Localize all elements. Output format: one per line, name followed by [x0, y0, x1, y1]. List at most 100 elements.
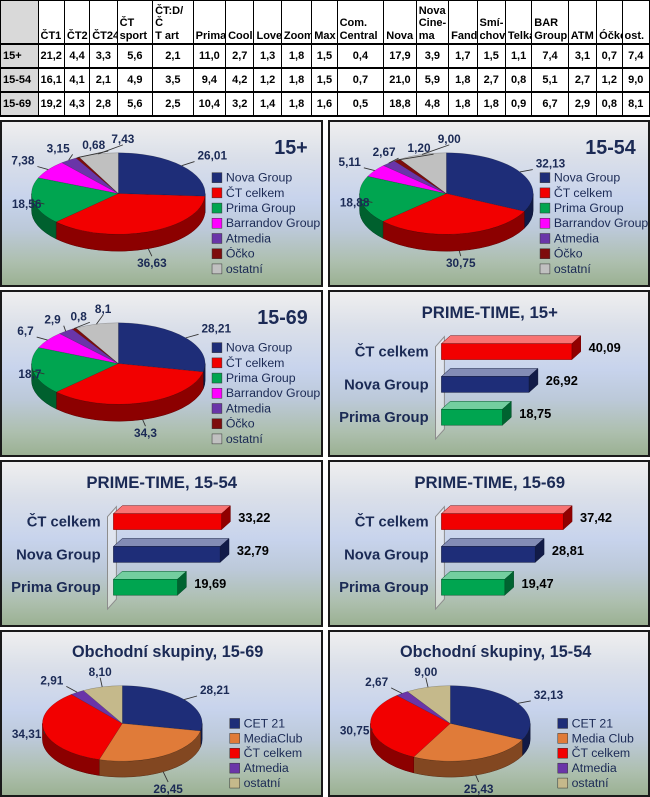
table-cell: 0,7 [597, 44, 622, 68]
column-header: BAR Group [532, 1, 569, 45]
table-cell: 2,7 [226, 44, 254, 68]
legend-label: Atmedia [244, 761, 289, 775]
table-cell: 2,1 [90, 68, 117, 92]
legend-label: ČT celkem [226, 185, 285, 200]
table-cell: 4,1 [64, 68, 89, 92]
table-cell: 10,4 [193, 92, 225, 116]
table-cell: 16,1 [38, 68, 64, 92]
legend-swatch [212, 203, 222, 213]
legend-swatch [557, 763, 567, 773]
bar-value-label: 18,75 [519, 406, 551, 421]
table-cell: 3,2 [226, 92, 254, 116]
table-corner-cell [1, 1, 39, 45]
legend-label: Prima Group [553, 201, 623, 215]
pie-slice-label: 32,13 [535, 157, 565, 171]
pie-slice-label: 1,20 [407, 141, 430, 155]
column-header: Prima [193, 1, 225, 45]
column-header: Zoom [281, 1, 311, 45]
table-cell: 1,5 [312, 68, 337, 92]
legend-label: MediaClub [244, 731, 303, 745]
column-header: ČT:D/Č T art [153, 1, 194, 45]
leader-line [363, 168, 374, 171]
column-header: Óčko [597, 1, 622, 45]
table-cell: 0,5 [337, 92, 384, 116]
bar-top-face [113, 571, 186, 579]
bar-value-label: 33,22 [238, 510, 270, 525]
legend-label: ČT celkem [226, 355, 285, 370]
pie-slice-label: 2,67 [365, 675, 388, 689]
legend-label: Prima Group [226, 371, 296, 385]
bar-category-label: ČT celkem [354, 343, 428, 361]
chart-title: PRIME-TIME, 15-69 [414, 473, 565, 492]
table-cell: 4,9 [117, 68, 152, 92]
row-header: 15-69 [1, 92, 39, 116]
chart-title: Obchodní skupiny, 15-54 [400, 643, 591, 661]
pie-slice-label: 9,00 [437, 132, 460, 146]
legend-label: ostatní [226, 432, 264, 446]
legend-swatch [212, 188, 222, 198]
pie-slice-label: 0,8 [70, 309, 87, 323]
table-cell: 9,0 [622, 68, 650, 92]
legend-swatch [540, 249, 550, 259]
chart-title: PRIME-TIME, 15-54 [86, 473, 237, 492]
table-cell: 5,6 [117, 44, 152, 68]
legend-label: Media Club [571, 731, 633, 745]
legend-label: Nova Group [226, 171, 292, 185]
pie-slice-label: 18,7 [18, 367, 41, 381]
table-cell: 3,1 [568, 44, 596, 68]
legend-swatch [212, 249, 222, 259]
column-header: Max [312, 1, 337, 45]
bar-category-label: Nova Group [344, 377, 429, 393]
row-header: 15+ [1, 44, 39, 68]
column-header: Nova [384, 1, 416, 45]
bar-category-label: Nova Group [344, 547, 429, 563]
legend-swatch [212, 388, 222, 398]
pie-slice-label: 18,88 [339, 195, 369, 209]
table-cell: 7,4 [532, 44, 569, 68]
table-cell: 2,9 [568, 92, 596, 116]
bar-value-label: 40,09 [588, 340, 620, 355]
leader-line [37, 337, 48, 340]
legend-label: Barrandov Group [226, 216, 321, 230]
table-cell: 19,2 [38, 92, 64, 116]
pie-slice-label: 32,13 [533, 688, 563, 702]
table-cell: 1,8 [449, 68, 477, 92]
bar [441, 409, 502, 425]
bar-category-label: Nova Group [16, 547, 101, 563]
bar-value-label: 19,69 [194, 576, 226, 591]
bar-top-face [441, 401, 511, 409]
legend-label: Óčko [226, 416, 255, 431]
table-cell: 1,2 [254, 68, 281, 92]
legend-label: ostatní [571, 776, 609, 790]
table-cell: 1,8 [281, 44, 311, 68]
table-cell: 1,8 [281, 68, 311, 92]
bar-top-face [113, 539, 229, 547]
legend-swatch [230, 748, 240, 758]
legend-swatch [212, 404, 222, 414]
legend-swatch [212, 264, 222, 274]
bar [113, 579, 177, 595]
legend-swatch [230, 733, 240, 743]
bar-category-label: Prima Group [339, 410, 428, 426]
table-cell: 6,7 [532, 92, 569, 116]
bar-category-label: Prima Group [339, 580, 428, 596]
pie-slice-label: 2,91 [40, 673, 63, 687]
bar [441, 344, 571, 360]
table-cell: 0,4 [337, 44, 384, 68]
leader-line [96, 315, 103, 324]
table-cell: 2,8 [90, 92, 117, 116]
legend-swatch [212, 234, 222, 244]
table-cell: 1,4 [254, 92, 281, 116]
chart-title: PRIME-TIME, 15+ [421, 303, 558, 322]
leader-line [186, 334, 199, 338]
table-cell: 1,5 [312, 44, 337, 68]
legend-swatch [212, 358, 222, 368]
